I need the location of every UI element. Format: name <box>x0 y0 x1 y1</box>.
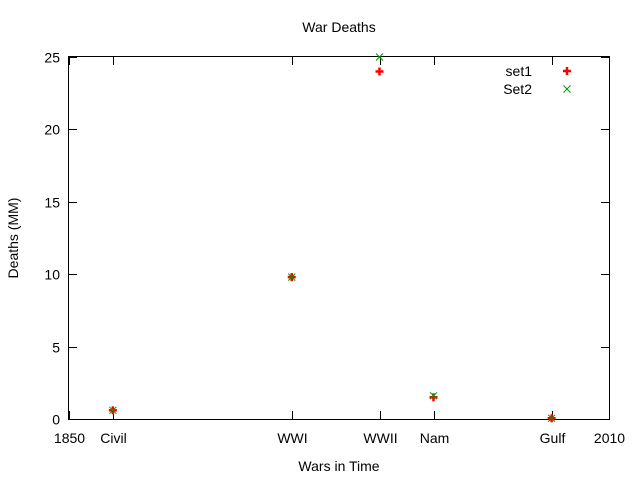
data-point-set2 <box>287 273 296 281</box>
x-tick-label: Civil <box>100 430 126 446</box>
data-point-set2 <box>547 414 556 423</box>
data-point-set1 <box>429 393 438 402</box>
y-axis-label: Deaths (MM) <box>5 198 21 279</box>
y-tick-label: 10 <box>44 267 60 283</box>
x-tick-label: WWII <box>363 430 397 446</box>
y-tick-label: 15 <box>44 195 60 211</box>
legend-label-set1: set1 <box>506 63 533 79</box>
y-tick-label: 25 <box>44 50 60 66</box>
data-point-set2 <box>429 391 438 400</box>
legend-marker-set1 <box>563 67 571 75</box>
y-tick-label: 20 <box>44 122 60 138</box>
x-tick-label: Gulf <box>540 430 566 446</box>
data-points <box>108 53 556 423</box>
legend-marker-set2 <box>563 85 571 93</box>
y-tick-label: 5 <box>52 340 60 356</box>
x-tick-label: WWI <box>277 430 307 446</box>
legend: set1 Set2 <box>503 63 571 97</box>
data-point-set2 <box>375 53 384 61</box>
x-tick-label: 1850 <box>54 430 85 446</box>
x-axis-label: Wars in Time <box>298 458 379 474</box>
x-tick-label: 2010 <box>594 430 625 446</box>
data-point-set2 <box>109 406 117 415</box>
y-tick-label: 0 <box>52 412 60 428</box>
data-point-set1 <box>375 67 384 76</box>
plot-frame <box>68 56 610 420</box>
axis-ticks: 0 5 10 15 20 25 1850 Civil WWI WWII Nam Gulf 2010 <box>44 50 625 447</box>
chart-title: War Deaths <box>302 19 375 35</box>
legend-label-set2: Set2 <box>503 81 532 97</box>
x-tick-label: Nam <box>420 430 450 446</box>
